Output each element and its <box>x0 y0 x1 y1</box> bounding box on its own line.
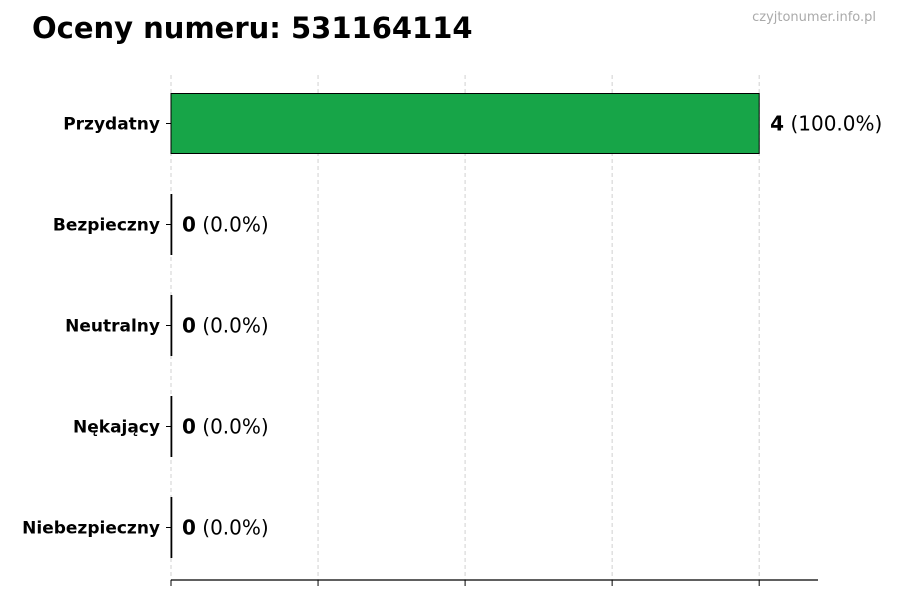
data-label: 0 (0.0%) <box>182 415 269 439</box>
data-label: 0 (0.0%) <box>182 213 269 237</box>
y-tick-label: Niebezpieczny <box>22 519 160 539</box>
data-label-value: 4 <box>770 112 784 136</box>
y-tick-label: Przydatny <box>63 115 160 135</box>
bar-niebezpieczny <box>170 497 173 558</box>
data-label: 4 (100.0%) <box>770 112 882 136</box>
data-label: 0 (0.0%) <box>182 516 269 540</box>
watermark: czyjtonumer.info.pl <box>752 10 876 25</box>
y-tick-label: Bezpieczny <box>53 216 160 236</box>
bar-neutralny <box>170 295 173 356</box>
data-label-value: 0 <box>182 213 196 237</box>
bar-nękający <box>170 396 173 457</box>
data-label-value: 0 <box>182 314 196 338</box>
data-label-value: 0 <box>182 516 196 540</box>
data-label-percent: (0.0%) <box>196 213 269 237</box>
bar-bezpieczny <box>170 194 173 255</box>
data-label-percent: (0.0%) <box>196 516 269 540</box>
bar-przydatny <box>170 93 760 154</box>
data-label-percent: (0.0%) <box>196 415 269 439</box>
data-label: 0 (0.0%) <box>182 314 269 338</box>
y-tick-label: Neutralny <box>65 317 160 337</box>
data-label-percent: (0.0%) <box>196 314 269 338</box>
data-label-percent: (100.0%) <box>784 112 882 136</box>
y-tick-label: Nękający <box>73 418 160 438</box>
chart-title: Oceny numeru: 531164114 <box>32 11 473 45</box>
data-label-value: 0 <box>182 415 196 439</box>
